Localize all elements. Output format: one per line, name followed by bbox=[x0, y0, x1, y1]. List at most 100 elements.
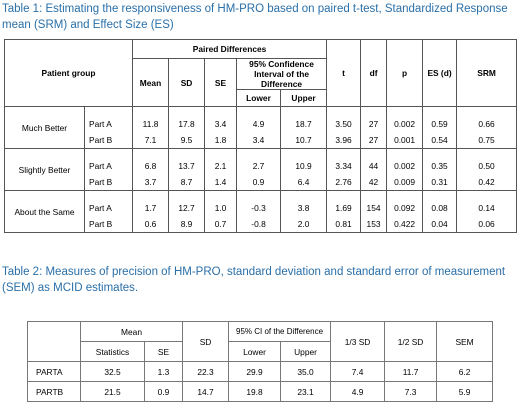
cell-srm: 0.06 bbox=[456, 214, 518, 233]
cell-statistics: 32.5 bbox=[80, 361, 145, 382]
header-sd: SD bbox=[182, 321, 230, 362]
cell-lower: 2.7 bbox=[236, 148, 282, 173]
cell-upper: 35.0 bbox=[280, 361, 332, 382]
cell-sd: 17.8 bbox=[168, 106, 206, 131]
header-se: SE bbox=[143, 341, 184, 362]
group-name: Slightly Better bbox=[4, 148, 85, 191]
table-row: About the Same Part A 1.7 12.7 1.0 -0.3 3.8 1.6… bbox=[4, 190, 518, 233]
cell-lower: 3.4 bbox=[236, 130, 282, 149]
table2-caption: Table 2: Measures of precision of HM-PRO… bbox=[2, 266, 506, 294]
cell-se: 2.1 bbox=[204, 148, 238, 173]
header-statistics: Statistics bbox=[80, 341, 145, 362]
cell-es: 0.08 bbox=[422, 190, 458, 215]
cell-df: 154 bbox=[360, 190, 388, 215]
header-row-label bbox=[27, 321, 81, 362]
cell-mean: 0.6 bbox=[132, 214, 170, 233]
cell-upper: 10.9 bbox=[280, 148, 328, 173]
row-label: PARTA bbox=[27, 361, 81, 382]
cell-p: 0.001 bbox=[386, 130, 424, 149]
cell-sem: 5.9 bbox=[436, 381, 494, 402]
group-name: Much Better bbox=[4, 106, 85, 149]
header-ci: 95% CI of the Difference bbox=[228, 321, 332, 342]
cell-p: 0.002 bbox=[386, 106, 424, 131]
cell-lower: 29.9 bbox=[228, 361, 282, 382]
cell-mean: 1.7 bbox=[132, 190, 170, 215]
part-label: Part A bbox=[83, 106, 134, 131]
header-third-sd: 1/3 SD bbox=[330, 321, 386, 362]
cell-p: 0.002 bbox=[386, 148, 424, 173]
header-es: ES (d) bbox=[422, 39, 458, 107]
group-name: About the Same bbox=[4, 190, 85, 233]
cell-srm: 0.42 bbox=[456, 172, 518, 191]
cell-p: 0.092 bbox=[386, 190, 424, 215]
header-srm: SRM bbox=[456, 39, 518, 107]
cell-mean: 6.8 bbox=[132, 148, 170, 173]
part-label: Part B bbox=[83, 172, 134, 191]
cell-t: 3.50 bbox=[326, 106, 362, 131]
cell-se: 0.9 bbox=[143, 381, 184, 402]
cell-se: 1.8 bbox=[204, 130, 238, 149]
cell-se: 1.3 bbox=[143, 361, 184, 382]
cell-sd: 13.7 bbox=[168, 148, 206, 173]
table-row: Much Better Part A 11.8 17.8 3.4 4.9 18.7 3.50 2… bbox=[4, 106, 518, 149]
cell-upper: 3.8 bbox=[280, 190, 328, 215]
table-row: Slightly Better Part A 6.8 13.7 2.1 2.7 10.9 3.… bbox=[4, 148, 518, 191]
header-paired-differences: Paired Differences bbox=[132, 39, 328, 59]
header-half-sd: 1/2 SD bbox=[384, 321, 438, 362]
cell-upper: 18.7 bbox=[280, 106, 328, 131]
cell-statistics: 21.5 bbox=[80, 381, 145, 402]
cell-df: 153 bbox=[360, 214, 388, 233]
cell-df: 42 bbox=[360, 172, 388, 191]
cell-srm: 0.75 bbox=[456, 130, 518, 149]
cell-p: 0.009 bbox=[386, 172, 424, 191]
table-row: PARTA 32.5 1.3 22.3 29.9 35.0 7.4 11.7 6.2 bbox=[27, 361, 494, 382]
header-t: t bbox=[326, 39, 362, 107]
header-mean: Mean bbox=[132, 58, 170, 107]
cell-t: 1.69 bbox=[326, 190, 362, 215]
cell-se: 0.7 bbox=[204, 214, 238, 233]
cell-t: 3.34 bbox=[326, 148, 362, 173]
cell-upper: 10.7 bbox=[280, 130, 328, 149]
cell-es: 0.54 bbox=[422, 130, 458, 149]
cell-sem: 6.2 bbox=[436, 361, 494, 382]
precision-table: Mean SD 95% CI of the Difference 1/3 SD … bbox=[27, 321, 494, 402]
cell-mean: 7.1 bbox=[132, 130, 170, 149]
cell-es: 0.04 bbox=[422, 214, 458, 233]
cell-mean: 3.7 bbox=[132, 172, 170, 191]
header-se: SE bbox=[204, 58, 238, 107]
header-sem: SEM bbox=[436, 321, 494, 362]
header-sd: SD bbox=[168, 58, 206, 107]
part-label: Part B bbox=[83, 130, 134, 149]
cell-half-sd: 11.7 bbox=[384, 361, 438, 382]
cell-lower: 0.9 bbox=[236, 172, 282, 191]
cell-upper: 6.4 bbox=[280, 172, 328, 191]
cell-se: 1.0 bbox=[204, 190, 238, 215]
cell-lower: 19.8 bbox=[228, 381, 282, 402]
cell-se: 1.4 bbox=[204, 172, 238, 191]
cell-upper: 2.0 bbox=[280, 214, 328, 233]
cell-sd: 9.5 bbox=[168, 130, 206, 149]
table-row: Part B 3.7 8.7 1.4 0.9 6.4 2.76 42 0.009 0.31 0.42 bbox=[5, 172, 518, 191]
cell-third-sd: 4.9 bbox=[330, 381, 386, 402]
header-p: p bbox=[386, 39, 424, 107]
cell-t: 2.76 bbox=[326, 172, 362, 191]
header-lower: Lower bbox=[236, 89, 282, 107]
header-upper: Upper bbox=[280, 89, 328, 107]
cell-sd: 8.7 bbox=[168, 172, 206, 191]
cell-df: 27 bbox=[360, 130, 388, 149]
header-upper: Upper bbox=[280, 341, 332, 362]
cell-t: 0.81 bbox=[326, 214, 362, 233]
cell-t: 3.96 bbox=[326, 130, 362, 149]
cell-df: 27 bbox=[360, 106, 388, 131]
cell-srm: 0.50 bbox=[456, 148, 518, 173]
header-lower: Lower bbox=[228, 341, 282, 362]
cell-p: 0.422 bbox=[386, 214, 424, 233]
cell-lower: -0.8 bbox=[236, 214, 282, 233]
table-row: Part B 0.6 8.9 0.7 -0.8 2.0 0.81 153 0.422 0.04 0.… bbox=[5, 214, 518, 233]
header-mean: Mean bbox=[79, 321, 184, 342]
cell-mean: 11.8 bbox=[132, 106, 170, 131]
header-ci: 95% Confidence Interval of the Differenc… bbox=[236, 58, 328, 90]
cell-df: 44 bbox=[360, 148, 388, 173]
table1-caption: Table 1: Estimating the responsiveness o… bbox=[2, 3, 508, 31]
part-label: Part A bbox=[83, 148, 134, 173]
